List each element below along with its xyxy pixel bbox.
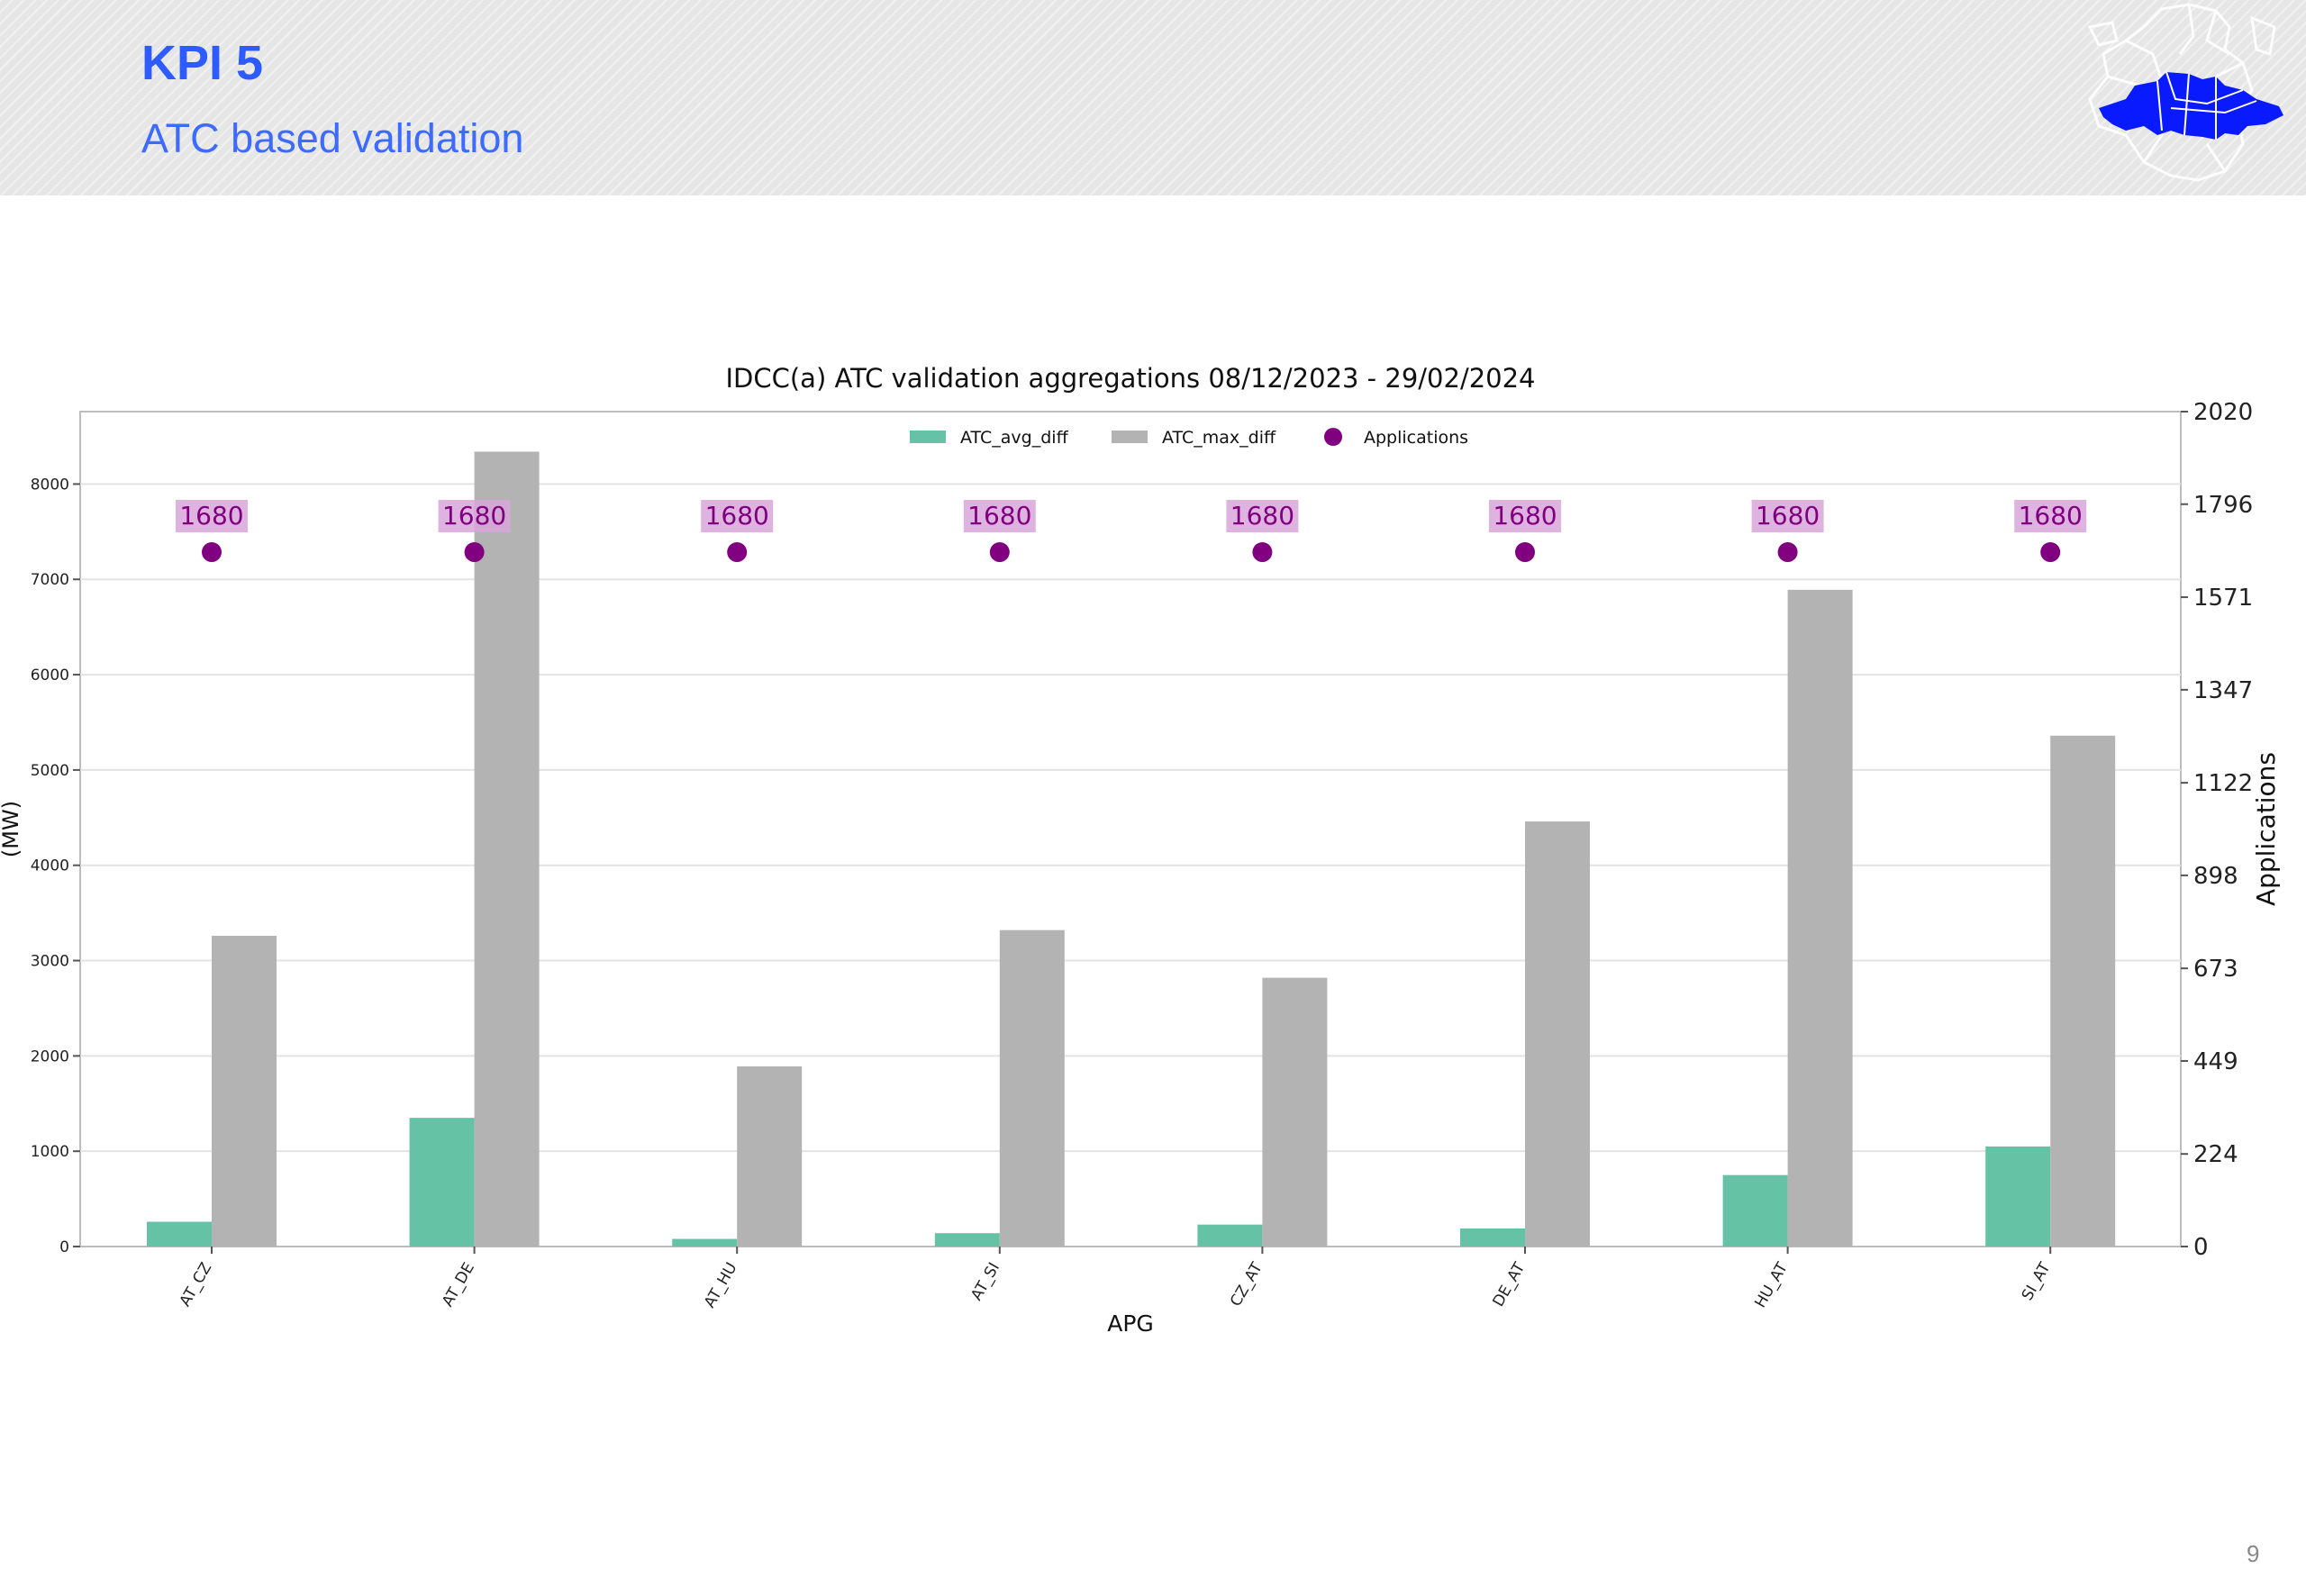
y-tick-label: 7000 bbox=[31, 571, 69, 589]
bar-atc-max-diff bbox=[737, 1066, 803, 1247]
bar-atc-max-diff bbox=[1525, 821, 1590, 1247]
slide-header: KPI 5 ATC based validation bbox=[0, 0, 2306, 195]
bar-atc-max-diff bbox=[1787, 589, 1853, 1247]
applications-data-label: 1680 bbox=[179, 501, 243, 530]
applications-data-label: 1680 bbox=[1493, 501, 1557, 530]
chart: 0 1000 2000 3000 4000 5000 6000 7000 8000 0 224 449… bbox=[0, 363, 2281, 1337]
applications-label-box bbox=[701, 500, 774, 533]
applications-label-box bbox=[176, 500, 248, 533]
applications-data-label: 1680 bbox=[1230, 501, 1294, 530]
applications-label-box bbox=[1751, 500, 1824, 533]
bar-atc-max-diff bbox=[1262, 977, 1328, 1247]
applications-data-label: 1680 bbox=[1756, 501, 1820, 530]
applications-data-label: 1680 bbox=[2019, 501, 2083, 530]
legend-label: ATC_max_diff bbox=[1162, 428, 1276, 448]
bar-atc-max-diff bbox=[2050, 735, 2116, 1247]
applications-data-label: 1680 bbox=[705, 501, 769, 530]
applications-point bbox=[1252, 542, 1273, 563]
slide-title: KPI 5 bbox=[141, 36, 264, 90]
plot-area bbox=[79, 411, 2182, 1247]
bar-atc-avg-diff bbox=[934, 1233, 1000, 1247]
bar-atc-max-diff bbox=[474, 451, 540, 1247]
x-axis-label: APG bbox=[1107, 1310, 1154, 1337]
applications-data-label: 1680 bbox=[442, 501, 506, 530]
y2-tick-label: 1796 bbox=[2193, 492, 2253, 519]
y-tick-label: 3000 bbox=[31, 953, 69, 971]
bar-atc-avg-diff bbox=[1460, 1228, 1525, 1247]
x-tick-label: CZ_AT bbox=[1227, 1259, 1266, 1310]
bar-atc-max-diff bbox=[999, 929, 1065, 1247]
applications-label-box bbox=[963, 500, 1036, 533]
y-tick-label: 5000 bbox=[31, 762, 69, 780]
y2-tick-label: 1571 bbox=[2193, 585, 2253, 612]
y2-axis-label: Applications bbox=[2251, 752, 2281, 906]
x-tick-label: AT_HU bbox=[701, 1260, 741, 1311]
x-tick-label: HU_AT bbox=[1751, 1259, 1792, 1311]
applications-point bbox=[989, 542, 1010, 563]
applications-point bbox=[2040, 542, 2061, 563]
page-number: 9 bbox=[2247, 1540, 2260, 1567]
legend-marker-applications bbox=[1324, 428, 1342, 446]
x-tick-label: AT_CZ bbox=[177, 1260, 216, 1310]
y2-tick-label: 1347 bbox=[2193, 677, 2253, 704]
y-tick-label: 2000 bbox=[31, 1047, 69, 1066]
applications-data-label: 1680 bbox=[967, 501, 1031, 530]
chart-title: IDCC(a) ATC validation aggregations 08/1… bbox=[725, 363, 1535, 394]
applications-point bbox=[464, 542, 485, 563]
y2-tick-label: 2020 bbox=[2193, 399, 2253, 426]
applications-point bbox=[1515, 542, 1535, 563]
y2-tick-label: 1122 bbox=[2193, 770, 2253, 797]
y-axis-label: (MW) bbox=[0, 801, 23, 857]
x-tick-label: AT_SI bbox=[967, 1260, 1003, 1304]
bar-atc-avg-diff bbox=[1722, 1174, 1788, 1247]
y2-tick-label: 449 bbox=[2193, 1048, 2238, 1075]
applications-point bbox=[727, 542, 748, 563]
applications-point bbox=[202, 542, 222, 563]
highlighted-region bbox=[2099, 72, 2283, 140]
x-tick-label: SI_AT bbox=[2019, 1259, 2055, 1304]
legend-label: ATC_avg_diff bbox=[960, 428, 1069, 448]
legend-label: Applications bbox=[1364, 428, 1468, 448]
y-tick-label: 6000 bbox=[31, 667, 69, 685]
bar-atc-avg-diff bbox=[147, 1221, 212, 1247]
bar-atc-max-diff bbox=[212, 936, 277, 1247]
x-tick-label: DE_AT bbox=[1489, 1259, 1529, 1310]
y-tick-label: 1000 bbox=[31, 1143, 69, 1161]
europe-map-logo bbox=[2087, 3, 2283, 182]
y2-tick-label: 224 bbox=[2193, 1141, 2238, 1168]
applications-point bbox=[1777, 542, 1798, 563]
bar-atc-avg-diff bbox=[409, 1118, 475, 1247]
applications-label-box bbox=[438, 500, 511, 533]
y-tick-label: 8000 bbox=[31, 476, 69, 494]
y-tick-label: 0 bbox=[59, 1238, 69, 1256]
applications-label-box bbox=[1489, 500, 1561, 533]
y2-tick-label: 673 bbox=[2193, 956, 2238, 983]
y-tick-label: 4000 bbox=[31, 857, 69, 875]
legend-swatch-atc-avg-diff bbox=[910, 431, 946, 443]
bar-atc-avg-diff bbox=[1985, 1146, 2051, 1247]
legend-swatch-atc-max-diff bbox=[1112, 431, 1148, 443]
x-tick-label: AT_DE bbox=[439, 1260, 478, 1310]
y2-tick-label: 0 bbox=[2193, 1234, 2209, 1261]
applications-label-box bbox=[2014, 500, 2087, 533]
y2-tick-label: 898 bbox=[2193, 863, 2238, 890]
bar-atc-avg-diff bbox=[672, 1238, 738, 1247]
bar-atc-avg-diff bbox=[1197, 1224, 1263, 1247]
slide-subtitle: ATC based validation bbox=[141, 115, 524, 161]
applications-label-box bbox=[1226, 500, 1299, 533]
